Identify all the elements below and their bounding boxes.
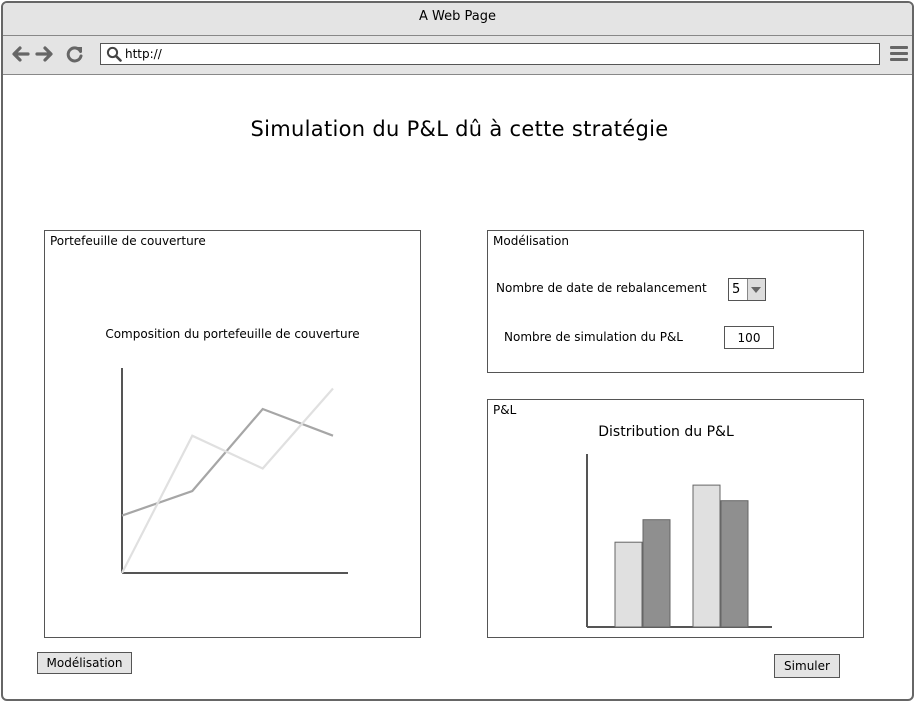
simuler-button[interactable]: Simuler [774, 654, 840, 678]
model-panel: Modélisation Nombre de date de rebalance… [487, 230, 864, 373]
chevron-down-icon[interactable] [747, 279, 765, 300]
bar-2-1 [692, 484, 721, 628]
back-arrow-icon[interactable] [10, 44, 30, 64]
address-bar[interactable] [100, 43, 880, 65]
portfolio-panel-label: Portefeuille de couverture [50, 234, 206, 248]
page-title: Simulation du P&L dû à cette stratégie [250, 117, 669, 141]
pl-panel-label: P&L [493, 403, 517, 417]
line-series-2 [121, 387, 334, 574]
simulation-count-input[interactable] [724, 326, 774, 349]
pl-panel: P&L Distribution du P&L [487, 399, 864, 638]
bar-2-2 [720, 500, 749, 628]
portfolio-line-chart [121, 368, 348, 574]
modelisation-button[interactable]: Modélisation [37, 652, 132, 674]
hamburger-menu-icon[interactable] [890, 46, 908, 62]
model-panel-label: Modélisation [493, 234, 569, 248]
bar-1-2 [642, 519, 671, 628]
window-titlebar: A Web Page [3, 3, 912, 36]
reload-icon[interactable] [65, 44, 85, 64]
rebalance-select-value: 5 [732, 282, 741, 297]
browser-toolbar [3, 36, 912, 75]
forward-arrow-icon[interactable] [35, 44, 55, 64]
bar-1-1 [614, 541, 643, 628]
pl-bar-chart [586, 454, 772, 628]
pl-chart-title: Distribution du P&L [598, 424, 734, 440]
portfolio-chart-title: Composition du portefeuille de couvertur… [105, 327, 360, 341]
url-input[interactable] [125, 45, 865, 63]
portfolio-panel: Portefeuille de couverture Composition d… [44, 230, 421, 638]
rebalance-label: Nombre de date de rebalancement [496, 281, 707, 295]
simulation-label: Nombre de simulation du P&L [504, 330, 683, 344]
window-title: A Web Page [419, 9, 496, 24]
rebalance-select[interactable]: 5 [728, 278, 766, 301]
search-icon [106, 46, 122, 66]
